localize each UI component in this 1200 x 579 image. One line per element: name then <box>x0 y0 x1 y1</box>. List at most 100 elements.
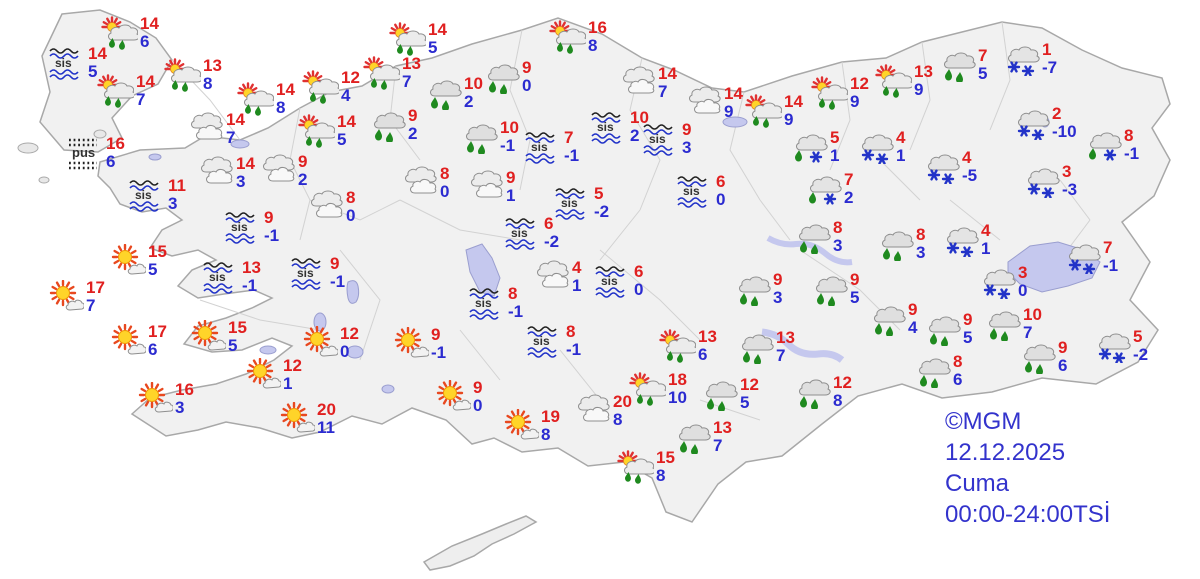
sun-rain-icon <box>301 70 339 104</box>
weather-station: 8 3 <box>793 219 842 254</box>
rain-snow-icon <box>790 130 828 164</box>
rain-icon <box>700 377 738 411</box>
weather-station: 17 7 <box>46 279 105 315</box>
weather-station: 9 2 <box>368 107 417 142</box>
low-temp: 7 <box>1023 323 1033 342</box>
rain-icon <box>983 307 1021 341</box>
weather-station: sis 10 2 <box>590 109 649 144</box>
temperature-pair: 8 0 <box>346 189 355 224</box>
low-temp: 1 <box>830 146 840 165</box>
low-temp: 7 <box>226 128 236 147</box>
weather-station: 13 7 <box>673 419 732 454</box>
low-temp: -1 <box>508 302 524 321</box>
temperature-pair: 13 -1 <box>242 259 261 294</box>
low-temp: 0 <box>634 280 644 299</box>
low-temp: 3 <box>916 243 926 262</box>
high-temp: 16 <box>106 134 125 153</box>
high-temp: 14 <box>236 154 255 173</box>
temperature-pair: 3 0 <box>1018 264 1027 299</box>
temperature-pair: 8 3 <box>916 225 926 262</box>
low-temp: 6 <box>106 152 116 171</box>
low-temp: 7 <box>86 296 96 315</box>
weather-station: 8 0 <box>400 165 449 200</box>
sun-cloud-icon <box>243 358 281 392</box>
weather-station: sis 6 0 <box>594 262 644 299</box>
low-temp: 3 <box>236 172 246 191</box>
weather-station: 9 -1 <box>391 326 447 362</box>
temperature-pair: 8 6 <box>953 353 962 388</box>
weather-station: 20 11 <box>277 401 336 436</box>
svg-text:sis: sis <box>231 220 248 234</box>
weather-station: 14 6 <box>100 15 159 50</box>
weather-station: 4 1 <box>941 222 990 257</box>
high-temp: 12 <box>833 373 852 392</box>
forecast-day: Cuma <box>945 470 1010 497</box>
low-temp: 6 <box>1058 356 1068 375</box>
temperature-pair: 14 5 <box>337 113 356 148</box>
weather-station: 13 9 <box>874 63 933 98</box>
temperature-pair: 14 3 <box>236 154 255 191</box>
temperature-pair: 4 -5 <box>962 149 977 184</box>
temperature-pair: 15 8 <box>656 449 675 484</box>
low-temp: 7 <box>136 90 146 109</box>
weather-station: 14 7 <box>186 111 245 147</box>
sun-rain-icon <box>100 16 138 50</box>
weather-station: pus 16 6 <box>66 134 125 171</box>
weather-station: 7 -1 <box>1063 239 1118 274</box>
sun-rain-icon <box>362 56 400 90</box>
temperature-pair: 9 3 <box>773 271 783 307</box>
high-temp: 6 <box>716 172 726 191</box>
high-temp: 14 <box>136 72 155 91</box>
cyprus-island <box>422 515 538 571</box>
low-temp: 9 <box>724 102 734 121</box>
weather-station: 9 1 <box>466 169 515 204</box>
temperature-pair: 20 8 <box>613 393 632 428</box>
temperature-pair: 7 5 <box>978 47 987 82</box>
temperature-pair: 13 6 <box>698 328 717 363</box>
high-temp: 8 <box>916 225 926 244</box>
low-temp: -3 <box>1062 180 1078 199</box>
weather-station: 17 6 <box>108 323 167 358</box>
low-temp: 5 <box>228 336 238 355</box>
weather-station: 9 2 <box>258 153 307 188</box>
sun-cloud-icon <box>277 402 315 436</box>
temperature-pair: 9 0 <box>522 59 531 94</box>
weather-station: 9 6 <box>1018 339 1068 375</box>
high-temp: 5 <box>594 184 604 203</box>
weather-station: 8 0 <box>306 189 355 224</box>
high-temp: 6 <box>544 214 554 233</box>
low-temp: -1 <box>431 343 447 362</box>
high-temp: 6 <box>634 262 644 281</box>
temperature-pair: 16 6 <box>106 134 125 171</box>
rain-icon <box>810 272 848 306</box>
low-temp: 2 <box>844 188 854 207</box>
rain-icon <box>368 108 406 142</box>
weather-station: sis 9 -1 <box>290 255 345 290</box>
low-temp: -10 <box>1052 122 1077 141</box>
low-temp: 3 <box>773 288 783 307</box>
weather-station: 12 9 <box>810 75 869 111</box>
high-temp: 14 <box>724 84 743 103</box>
high-temp: 12 <box>283 356 302 375</box>
weather-station: 9 0 <box>433 379 482 414</box>
temperature-pair: 9 0 <box>473 379 482 414</box>
sun-rain-icon <box>810 76 848 110</box>
rain-snow-icon <box>804 172 842 206</box>
high-temp: 13 <box>776 328 795 347</box>
cloud-icon <box>684 86 722 120</box>
temperature-pair: 13 9 <box>914 63 933 98</box>
low-temp: 3 <box>175 398 185 417</box>
high-temp: 5 <box>1133 327 1143 346</box>
high-temp: 15 <box>148 242 167 261</box>
high-temp: 7 <box>564 128 574 147</box>
low-temp: 9 <box>850 92 860 111</box>
fog-icon: sis <box>290 256 328 290</box>
temperature-pair: 14 7 <box>226 111 245 147</box>
high-temp: 8 <box>566 322 576 341</box>
temperature-pair: 14 9 <box>724 84 743 121</box>
low-temp: 5 <box>740 393 750 412</box>
fog-icon: sis <box>594 264 632 298</box>
